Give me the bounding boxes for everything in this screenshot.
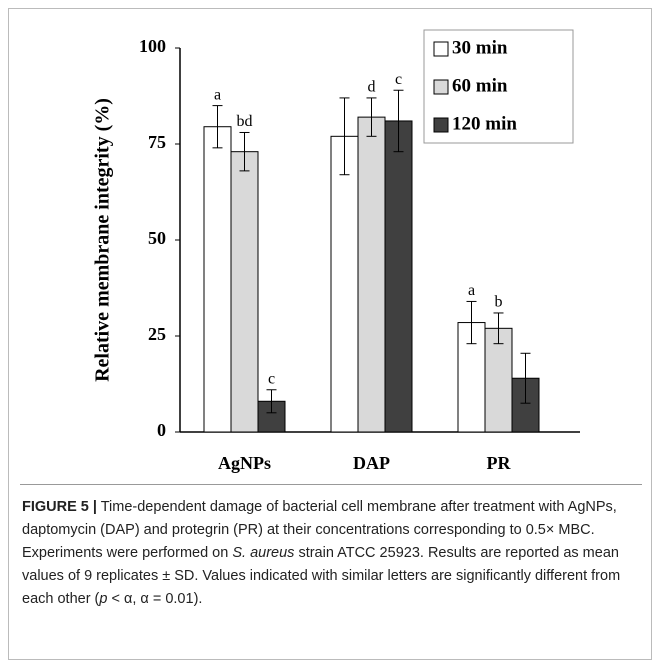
bar (357, 116, 386, 433)
annotation: a (468, 282, 475, 299)
caption-label: FIGURE 5 | (22, 499, 97, 515)
figure-frame (8, 8, 652, 660)
y-tick-label: 25 (148, 324, 166, 344)
annotation: c (268, 370, 275, 387)
annotation: b (495, 294, 503, 311)
y-tick-label: 75 (148, 132, 166, 152)
legend-swatch (433, 117, 449, 133)
y-tick-label: 100 (139, 36, 166, 56)
caption-text: strain ATCC 25923. Results are reported … (22, 545, 621, 607)
y-tick-label: 0 (157, 420, 166, 440)
caption-italic: p (99, 591, 108, 607)
legend-label: 30 min (452, 37, 508, 58)
bar (257, 400, 286, 433)
legend-swatch (433, 79, 449, 95)
caption-text: < α, α = 0.01). (107, 591, 203, 607)
legend-swatch (433, 41, 449, 57)
chart: Relative membrane integrity (%) 0 25 50 75 1… (92, 29, 580, 473)
legend-label: 60 min (452, 75, 508, 96)
x-tick-label: AgNPs (218, 453, 271, 473)
legend-label: 120 min (452, 113, 517, 134)
y-axis-label: Relative membrane integrity (%) (92, 98, 114, 382)
annotation: c (395, 71, 402, 88)
annotation: a (214, 86, 221, 103)
caption: FIGURE 5 | Time-dependent damage of bact… (22, 496, 647, 611)
separator (20, 484, 642, 485)
bar (384, 120, 413, 433)
legend-box (423, 29, 574, 144)
x-tick-label: DAP (353, 453, 390, 473)
caption-italic: S. aureus (232, 545, 295, 561)
bar (330, 135, 359, 433)
bar (203, 126, 232, 433)
caption-text: Time-dependent damage of bacterial cell … (22, 499, 617, 561)
x-tick-label: PR (487, 453, 512, 473)
annotation: bd (237, 113, 253, 130)
y-tick-label: 50 (148, 228, 166, 248)
bar (230, 151, 259, 433)
annotation: d (368, 79, 376, 96)
